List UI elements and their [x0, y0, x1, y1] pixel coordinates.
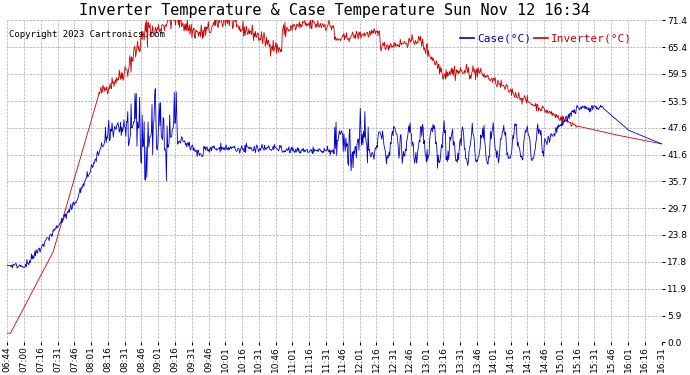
- Title: Inverter Temperature & Case Temperature Sun Nov 12 16:34: Inverter Temperature & Case Temperature …: [79, 3, 590, 18]
- Text: Copyright 2023 Cartronics.com: Copyright 2023 Cartronics.com: [8, 30, 164, 39]
- Legend: Case(°C), Inverter(°C): Case(°C), Inverter(°C): [456, 29, 636, 48]
